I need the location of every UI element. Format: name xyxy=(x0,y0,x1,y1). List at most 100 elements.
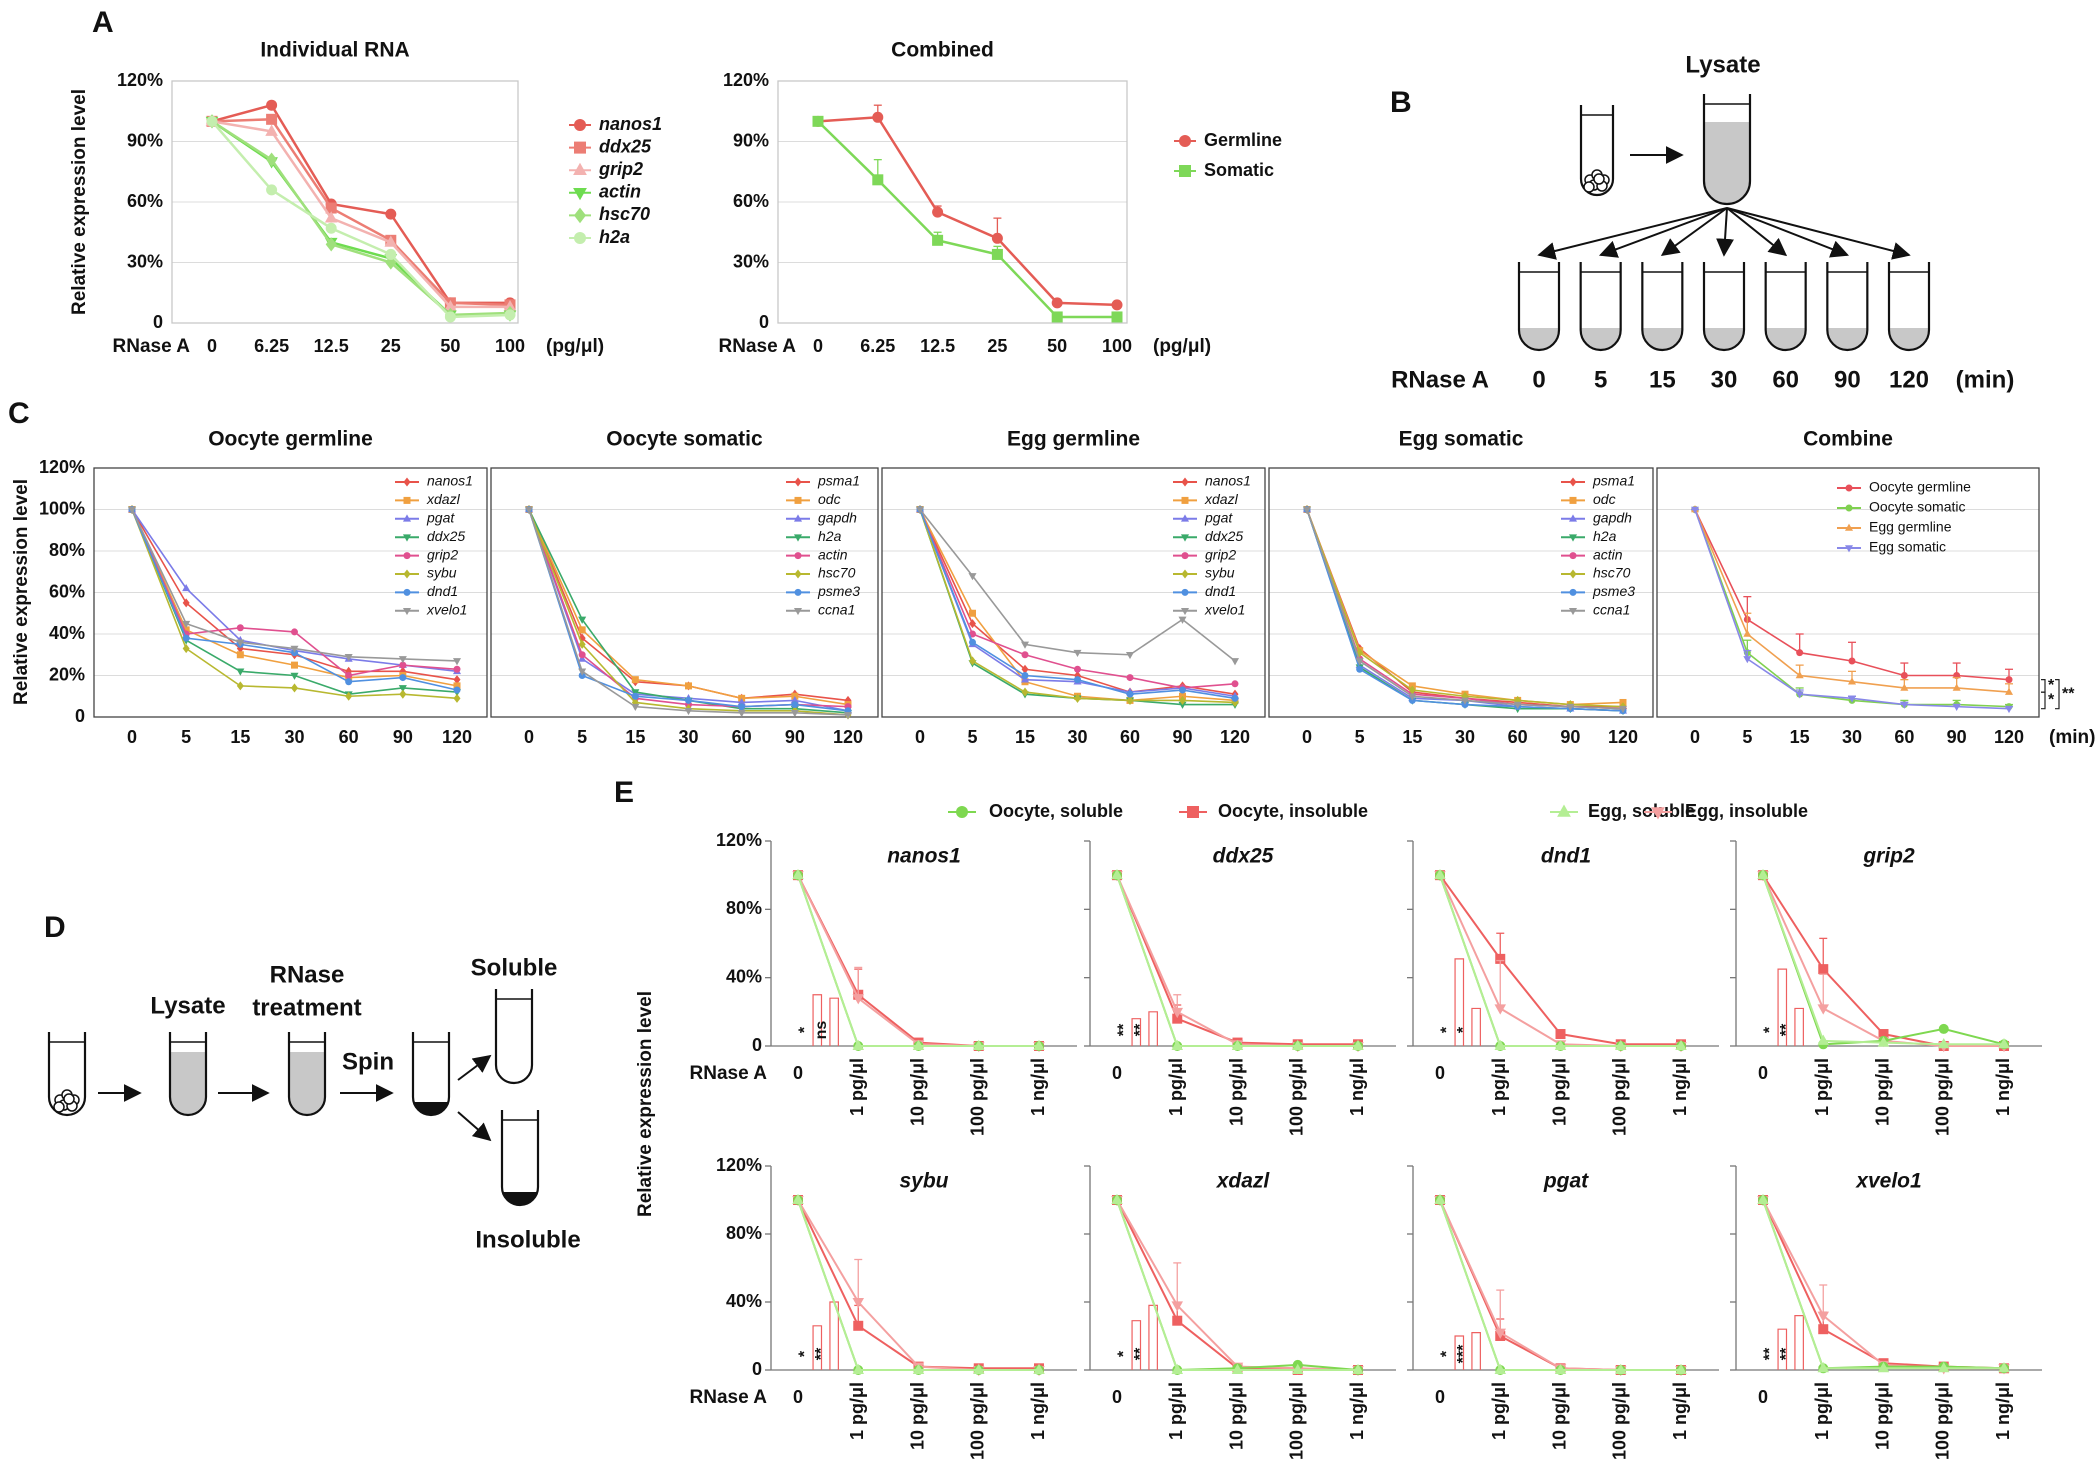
x-tick-label: 1 ng/μl xyxy=(1670,1058,1690,1116)
data-point xyxy=(1171,1363,1183,1374)
tube-content xyxy=(1704,122,1750,204)
data-point xyxy=(1998,1038,2010,1049)
data-point xyxy=(1460,697,1470,705)
legend-label: pgat xyxy=(426,510,455,526)
significance-label: * xyxy=(796,1026,813,1033)
tube-content xyxy=(1519,328,1559,350)
x-tick-label: 0 xyxy=(1112,1387,1122,1407)
legend-marker xyxy=(1557,804,1571,817)
legend-marker xyxy=(1569,569,1577,579)
data-point xyxy=(915,506,925,514)
data-point xyxy=(1848,657,1856,665)
tube xyxy=(1887,262,1931,352)
legend-marker xyxy=(1568,534,1578,542)
y-tick-label: 60% xyxy=(49,581,85,601)
legend-label: nanos1 xyxy=(599,114,662,134)
x-tick-label: 90 xyxy=(1172,727,1192,747)
chart-title: Combined xyxy=(891,39,994,62)
data-point xyxy=(1021,687,1029,697)
data-point xyxy=(1172,1315,1183,1326)
x-tick-label: 1 pg/μl xyxy=(847,1058,867,1116)
data-point xyxy=(325,237,337,252)
x-axis-unit: (min) xyxy=(2049,727,2095,748)
tube-content xyxy=(170,1052,206,1115)
diagram-time: 90 xyxy=(1834,366,1861,393)
arrow xyxy=(1598,207,1728,258)
data-point xyxy=(1796,649,1804,657)
data-point xyxy=(1938,1038,1950,1049)
legend-label: psme3 xyxy=(1592,583,1635,599)
legend-marker xyxy=(794,496,802,504)
series-line xyxy=(1439,1199,1681,1371)
data-point xyxy=(684,707,693,716)
data-point xyxy=(631,692,639,700)
data-point xyxy=(1938,1362,1950,1373)
series-line xyxy=(797,1199,1039,1370)
data-point xyxy=(1494,1039,1506,1050)
x-tick-label: 1 pg/μl xyxy=(1812,1382,1832,1440)
data-point xyxy=(969,609,976,617)
series-line xyxy=(1439,874,1681,1047)
chart-title: Individual RNA xyxy=(260,39,409,62)
data-point xyxy=(1073,649,1082,658)
significance-label: ** xyxy=(1761,1347,1778,1360)
x-tick-label: 0 xyxy=(915,727,925,747)
y-tick-label: 60% xyxy=(733,191,769,211)
tube-content xyxy=(1580,328,1621,350)
significance-bracket xyxy=(1131,1320,1142,1370)
legend-label: sybu xyxy=(427,565,457,581)
x-tick-label: 25 xyxy=(381,336,401,356)
data-point xyxy=(1355,658,1364,666)
legend-marker xyxy=(1651,807,1665,820)
legend-label: odc xyxy=(818,491,841,507)
chart-title: xvelo1 xyxy=(1855,1170,1921,1193)
legend-label: ddx25 xyxy=(599,136,652,156)
data-point xyxy=(1878,1029,1889,1040)
data-point xyxy=(453,665,461,673)
legend-label: xdazl xyxy=(426,491,461,507)
data-point xyxy=(932,234,944,246)
y-tick-label: 80% xyxy=(726,1223,762,1243)
step-label: Spin xyxy=(342,1048,394,1075)
significance-bracket xyxy=(1777,968,1788,1046)
significance-label: * xyxy=(2048,692,2055,709)
data-point xyxy=(291,628,298,636)
legend-label: dnd1 xyxy=(1205,583,1236,599)
data-point xyxy=(1021,672,1029,679)
legend-label: Germline xyxy=(1204,130,1282,150)
data-point xyxy=(1178,701,1187,709)
data-point xyxy=(1795,691,1804,699)
chart-title: Oocyte somatic xyxy=(606,428,763,451)
legend-label: psma1 xyxy=(1592,473,1635,489)
plot-frame xyxy=(1268,467,1654,718)
series-line xyxy=(1762,1199,2004,1370)
data-point xyxy=(385,248,397,260)
data-point xyxy=(912,1039,925,1050)
legend-label: hsc70 xyxy=(818,565,856,581)
series-line xyxy=(1439,874,1681,1047)
legend-label: grip2 xyxy=(427,546,458,562)
data-point xyxy=(1877,1036,1890,1047)
arrow xyxy=(1726,207,1850,258)
data-point xyxy=(1743,629,1752,637)
step-label: treatment xyxy=(252,994,361,1021)
significance-bracket xyxy=(1454,958,1465,1046)
x-axis-label: RNase A xyxy=(690,1063,768,1084)
series-line xyxy=(211,118,511,307)
significance-bracket xyxy=(1148,1304,1158,1370)
x-tick-label: 100 xyxy=(495,336,525,356)
data-point xyxy=(266,184,278,196)
data-point xyxy=(1074,670,1081,681)
diagram-d: Lysate RNase treatment Spin Soluble Inso… xyxy=(150,954,580,1253)
tube xyxy=(1579,262,1622,352)
tube xyxy=(500,1110,540,1207)
data-point xyxy=(1952,683,1961,691)
data-point xyxy=(1817,1004,1829,1015)
legend-marker xyxy=(1569,496,1577,504)
significance-bracket xyxy=(812,1325,823,1370)
series-line xyxy=(817,116,1118,307)
x-tick-label: 15 xyxy=(625,727,645,747)
series-line xyxy=(1116,1199,1358,1371)
legend-marker xyxy=(1179,165,1191,177)
